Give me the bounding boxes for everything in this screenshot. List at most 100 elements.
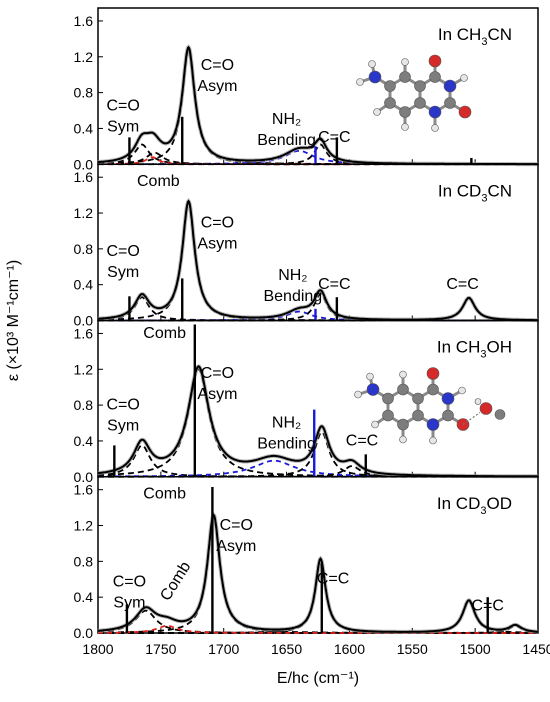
peak-label-line: Bending <box>263 288 322 305</box>
peak-label-nh2: NH₂ Bending <box>257 111 316 149</box>
molecule-atom <box>399 71 411 83</box>
peak-label-nh2: NH₂ Bending <box>257 414 316 452</box>
x-tick-label: 1600 <box>334 641 365 657</box>
solvent-label-post: CN <box>487 181 512 200</box>
peak-label-line: Comb <box>157 559 194 604</box>
molecule-atom <box>382 392 394 405</box>
solvent-label-post: OD <box>487 494 513 513</box>
peak-label-line: Asym <box>197 235 237 252</box>
peak-label-cc2: C=C <box>471 598 503 615</box>
y-tick-label: 1.2 <box>74 361 94 377</box>
solvent-label: In CD3CN <box>438 181 512 204</box>
molecule-atom <box>401 58 409 66</box>
molecule-atom <box>443 79 457 93</box>
peak-label-line: C=C <box>346 432 378 449</box>
solvent-label-pre: In CD <box>438 181 481 200</box>
peak-label-line: C=C <box>317 571 349 588</box>
molecule-atom <box>474 398 482 405</box>
molecule-atom <box>368 60 376 68</box>
molecule-atom <box>414 80 426 92</box>
molecule-atom <box>382 409 394 422</box>
peak-label-nh2: NH₂ Bending <box>263 267 322 305</box>
component-curve <box>98 310 538 322</box>
molecule-atom <box>384 80 396 92</box>
molecule-atom <box>401 123 409 131</box>
molecule-atom <box>399 370 407 379</box>
molecule-atom <box>356 78 364 86</box>
molecule-atom <box>373 108 381 116</box>
peak-label-comb: Comb <box>137 173 180 190</box>
panel-3: 0.0 0.4 0.8 1.2 1.6 Comb C=O Sym C=O Asym NH₂ Bendi… <box>74 319 539 485</box>
y-tick-label: 0.0 <box>74 625 94 641</box>
molecule-atom <box>426 418 440 431</box>
y-tick-label: 1.2 <box>74 49 94 65</box>
solvent-label-pre: In CH <box>437 338 480 357</box>
molecule-atom <box>366 372 374 381</box>
molecule-atom <box>426 367 440 380</box>
y-tick-label: 0.4 <box>74 277 94 293</box>
component-curve <box>97 47 538 166</box>
component-curve <box>98 624 539 634</box>
y-tick-label: 0.8 <box>74 397 94 413</box>
peak-label-line: C=O <box>201 57 234 74</box>
peak-label-line: C=C <box>318 276 350 293</box>
y-tick-label: 0.4 <box>74 120 94 136</box>
y-tick-label: 0.0 <box>74 156 94 172</box>
peak-label-comb-rot: Comb <box>157 559 194 604</box>
peak-label-line: C=O <box>220 517 253 534</box>
y-tick-label: 0.4 <box>74 433 94 449</box>
experimental-spectrum <box>98 364 538 479</box>
peak-label-line: Asym <box>197 78 237 95</box>
peak-label-line: Sym <box>113 594 145 611</box>
solvent-label-post: OH <box>487 338 513 357</box>
molecule-image <box>356 54 472 132</box>
peak-label-line: C=O <box>201 365 234 382</box>
x-axis-label: E/hc (cm⁻¹) <box>277 670 359 687</box>
solvent-label: In CD3OD <box>437 494 512 517</box>
y-tick-label: 1.6 <box>74 169 94 185</box>
solvent-label-sub: 3 <box>480 349 486 361</box>
peak-label-line: C=O <box>201 214 234 231</box>
x-tick-label: 1650 <box>271 641 302 657</box>
solvent-label-sub: 3 <box>480 505 486 517</box>
molecule-image <box>354 367 506 445</box>
x-axis: 1800 1750 1700 1650 1600 1550 1500 1450 <box>82 641 550 657</box>
y-tick-label: 0.8 <box>74 85 94 101</box>
molecule-atom <box>444 97 456 109</box>
peak-label-cc: C=C <box>318 129 350 146</box>
fit-spectrum <box>98 199 538 322</box>
peak-label-line: Bending <box>257 132 316 149</box>
peak-label-line: NH₂ <box>272 111 301 128</box>
peak-label-line: Sym <box>107 418 139 435</box>
solvent-label: In CH3CN <box>438 25 512 48</box>
x-tick-label: 1550 <box>397 641 428 657</box>
peak-label-line: Asym <box>197 386 237 403</box>
peak-label-comb: Comb <box>143 486 186 503</box>
peak-label-line: Comb <box>143 486 186 503</box>
molecule-atom <box>427 383 439 396</box>
y-tick-label: 1.2 <box>74 205 94 221</box>
peak-label-line: C=O <box>106 98 139 115</box>
y-tick-label: 0.8 <box>74 553 94 569</box>
molecule-atom <box>458 105 472 119</box>
molecule-atom <box>458 386 466 395</box>
y-tick-label: 1.2 <box>74 518 94 534</box>
molecule-atom <box>441 392 455 405</box>
peak-label-co-asym: C=O Asym <box>197 57 237 95</box>
molecule-atom <box>371 420 379 429</box>
peak-label-cc: C=C <box>317 571 349 588</box>
panel-4: 0.0 0.4 0.8 1.2 1.6 Comb C=O Sym C=O Asym C=C C=C Co… <box>74 476 539 641</box>
component-curve <box>97 444 538 478</box>
y-tick-label: 1.6 <box>74 325 94 341</box>
x-tick-label: 1500 <box>460 641 491 657</box>
molecule-atom <box>428 105 442 119</box>
molecule-atom <box>429 436 437 445</box>
fit-spectrum <box>97 513 538 633</box>
peak-label-co-asym: C=O Asym <box>197 214 237 252</box>
solvent-label-sub: 3 <box>481 192 487 204</box>
molecule-atom <box>431 124 439 132</box>
peak-label-line: C=O <box>106 243 139 260</box>
peak-label-co-asym: C=O Asym <box>197 365 237 403</box>
